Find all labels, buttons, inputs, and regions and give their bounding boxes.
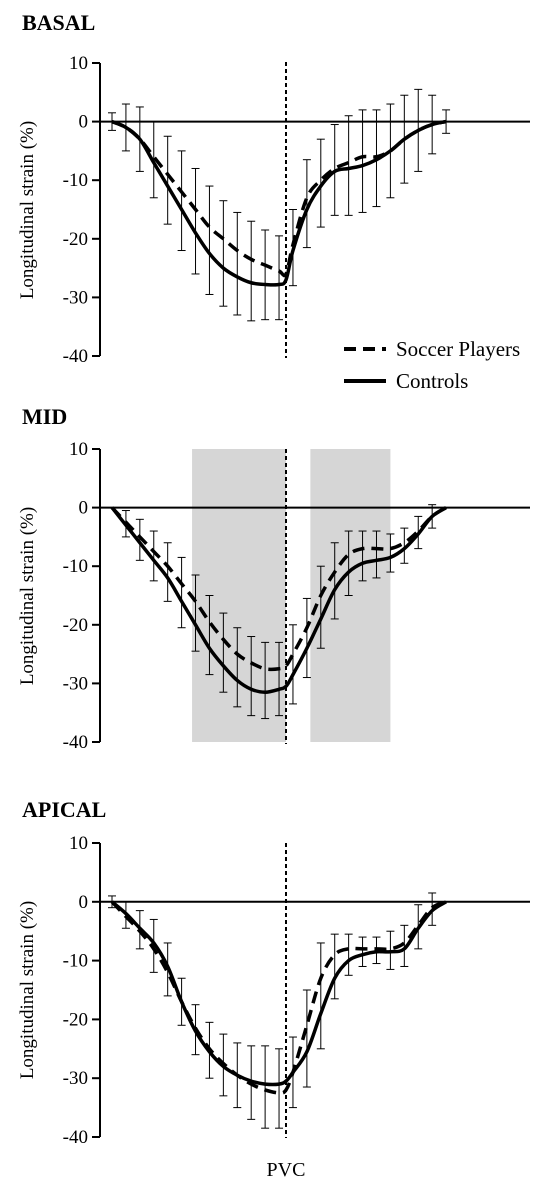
panel-mid-plot: 10 0 -10 -20 -30 -40 [63,439,530,753]
series-soccer-players-line [111,119,447,278]
y-tick-label: -10 [63,170,88,191]
series-soccer-players-line [110,506,448,672]
y-tick-label: -30 [63,1068,88,1089]
y-tick-label: -40 [63,1127,88,1148]
legend: Soccer Players Controls [344,337,520,393]
panel-basal-ylabel: Longitudinal strain (%) [17,121,38,299]
y-tick-label: 0 [79,112,89,133]
y-tick-label: 10 [69,439,88,460]
panel-basal-title: BASAL [22,10,95,35]
series-controls-line [110,506,448,694]
series-controls-line [111,119,447,287]
panel-basal: BASAL Longitudinal strain (%) 10 0 -10 -20 -… [17,10,530,367]
y-tick-label: -40 [63,732,88,753]
y-tick-label: -30 [63,287,88,308]
panel-apical-ylabel: Longitudinal strain (%) [17,901,38,1079]
y-tick-label: 10 [69,833,88,854]
y-tick-label: 0 [79,892,89,913]
x-axis-label: PVC [267,1159,306,1181]
y-tick-label: -30 [63,673,88,694]
y-tick-label: -10 [63,951,88,972]
y-tick-label: -20 [63,615,88,636]
panel-mid-ylabel: Longitudinal strain (%) [17,507,38,685]
y-tick-label: -10 [63,556,88,577]
y-tick-label: 0 [79,498,89,519]
panel-basal-plot: 10 0 -10 -20 -30 -40 [63,53,530,367]
y-tick-label: -20 [63,1009,88,1030]
panel-mid-title: MID [22,404,67,429]
panel-apical: APICAL Longitudinal strain (%) 10 0 -10 -20… [17,797,530,1148]
y-tick-label: -20 [63,229,88,250]
legend-label-soccer-players: Soccer Players [396,337,520,361]
panel-apical-plot: 10 0 -10 -20 -30 -40 [63,833,530,1148]
y-tick-label: 10 [69,53,88,74]
legend-label-controls: Controls [396,369,468,393]
panel-mid: MID Longitudinal strain (%) 10 0 -10 -20 -30… [17,404,530,753]
series-controls-line [110,900,448,1087]
panel-apical-title: APICAL [22,797,106,822]
y-tick-label: -40 [63,346,88,367]
